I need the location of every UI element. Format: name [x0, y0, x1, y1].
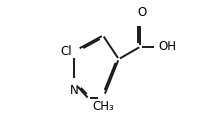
Text: O: O [137, 6, 146, 19]
Text: Cl: Cl [60, 45, 71, 58]
Text: CH₃: CH₃ [92, 100, 114, 113]
Text: N: N [70, 84, 78, 97]
Text: OH: OH [159, 40, 177, 53]
